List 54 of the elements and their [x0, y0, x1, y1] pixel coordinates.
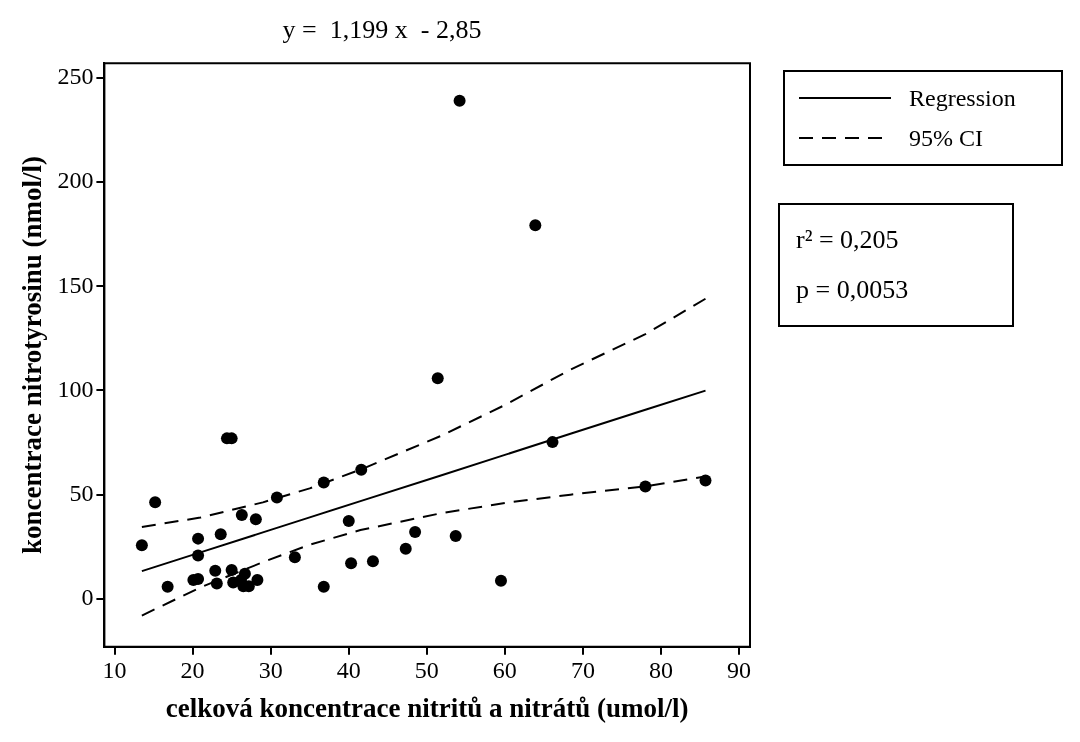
x-tick-label: 60 [492, 657, 517, 684]
point [431, 372, 444, 385]
point [251, 574, 264, 587]
y-tick-label: 250 [57, 63, 94, 90]
x-tick-label: 10 [102, 657, 127, 684]
point [639, 480, 652, 493]
point [249, 513, 262, 526]
point [161, 580, 174, 593]
legend-label: 95% CI [909, 124, 983, 152]
point [192, 532, 205, 545]
x-tick-label: 90 [727, 657, 752, 684]
point [317, 580, 330, 593]
point [209, 564, 222, 577]
x-tick-label: 20 [180, 657, 205, 684]
y-axis-title: koncentrace nitrotyrosinu (nmol/l) [17, 156, 48, 554]
point [270, 491, 283, 504]
point [225, 563, 238, 576]
point [345, 557, 358, 570]
point [449, 529, 462, 542]
chart-title: y = 1,199 x - 2,85 [282, 15, 482, 45]
point [135, 539, 148, 552]
point [494, 574, 507, 587]
point [192, 549, 205, 562]
point [342, 514, 355, 527]
point [214, 528, 227, 541]
y-tick-label: 200 [57, 167, 94, 194]
point [210, 577, 223, 590]
x-tick-label: 70 [570, 657, 595, 684]
x-tick-label: 30 [258, 657, 283, 684]
line-series [140, 297, 707, 528]
y-tick-label: 0 [81, 584, 94, 611]
point [235, 509, 248, 522]
x-axis-title: celková koncentrace nitritů a nitrátů (umol/l) [165, 692, 689, 723]
point [529, 219, 542, 232]
point [699, 474, 712, 487]
x-tick-label: 50 [414, 657, 439, 684]
point [546, 436, 559, 449]
text: r² = 0,205 [796, 224, 900, 256]
point [238, 567, 251, 580]
point [366, 555, 379, 568]
text: p = 0,0053 [796, 274, 910, 306]
point [409, 525, 422, 538]
point [453, 94, 466, 107]
y-tick-label: 150 [57, 271, 94, 298]
point [355, 463, 368, 476]
point [288, 551, 301, 564]
x-tick-label: 40 [336, 657, 361, 684]
legend-label: Regression [909, 84, 1016, 112]
point [317, 476, 330, 489]
point [149, 496, 162, 509]
point [399, 542, 412, 555]
y-tick-label: 50 [69, 479, 94, 506]
x-tick-label: 80 [649, 657, 674, 684]
y-tick-label: 100 [57, 375, 94, 402]
